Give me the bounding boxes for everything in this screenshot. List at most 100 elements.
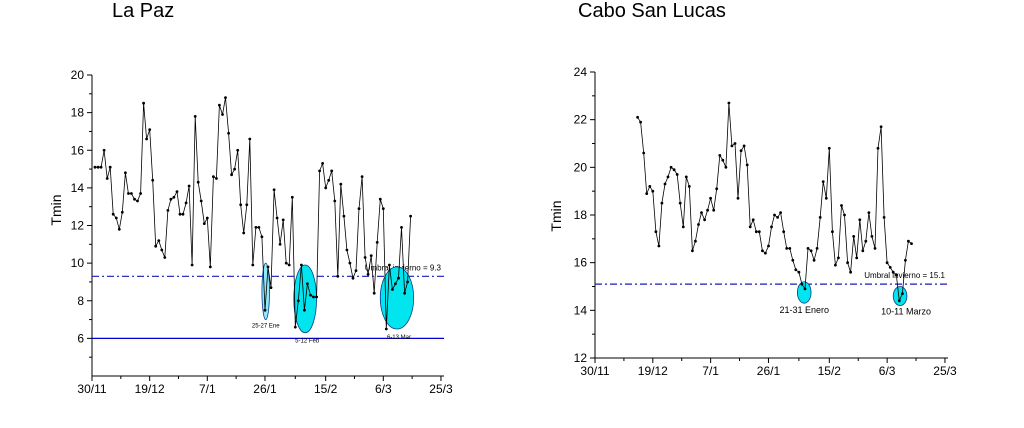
data-point	[275, 216, 279, 220]
ellipse-label: 21-31 Enero	[779, 305, 829, 315]
data-point	[815, 247, 819, 250]
data-point	[315, 295, 318, 299]
data-point	[142, 101, 146, 105]
data-point	[694, 239, 697, 243]
y-tick-label: 16	[574, 256, 588, 270]
y-tick-label: 12	[71, 219, 85, 233]
data-point	[736, 196, 740, 200]
ellipse-label: 5-12 Feb	[295, 339, 320, 345]
data-point	[148, 128, 152, 132]
highlight-ellipse	[892, 286, 908, 306]
data-point	[809, 249, 813, 253]
data-point	[187, 184, 191, 188]
data-point	[130, 192, 133, 195]
data-point	[742, 144, 746, 148]
data-point	[669, 165, 673, 169]
data-point	[184, 201, 188, 205]
data-point	[761, 249, 764, 253]
data-point	[136, 199, 139, 203]
data-point	[831, 230, 834, 234]
data-point	[202, 222, 206, 226]
x-tick-label: 25/3	[933, 364, 957, 378]
data-point	[400, 226, 403, 229]
data-point	[378, 197, 382, 201]
data-point	[767, 244, 770, 248]
data-point	[861, 249, 865, 253]
data-point	[666, 175, 670, 179]
x-tick-label: 7/1	[199, 382, 216, 396]
data-point	[818, 216, 822, 219]
data-point	[215, 177, 218, 180]
data-point	[351, 276, 355, 280]
data-point	[907, 239, 910, 243]
data-point	[212, 175, 215, 179]
x-tick-label: 15/2	[818, 364, 842, 378]
data-point	[824, 196, 828, 200]
y-tick-label: 22	[574, 113, 588, 127]
data-point	[145, 137, 149, 141]
data-point	[257, 226, 261, 229]
data-point	[151, 178, 155, 182]
data-point	[782, 230, 786, 234]
data-point	[855, 256, 859, 260]
data-point	[357, 207, 361, 211]
data-point	[105, 177, 109, 180]
data-point	[840, 204, 843, 207]
data-point	[681, 225, 685, 229]
data-point	[882, 216, 886, 219]
y-tick-label: 16	[71, 143, 85, 157]
chart-title: Cabo San Lucas	[578, 0, 726, 22]
data-point	[372, 291, 376, 295]
data-point	[263, 308, 267, 312]
data-point	[266, 265, 270, 269]
data-point	[318, 169, 321, 173]
chart-la-paz: La Paz Tmin 20 18 16 14 12 10 8 6 30/11 19/12 7/1 2…	[48, 0, 453, 396]
data-point	[99, 165, 103, 169]
data-point	[648, 185, 652, 188]
data-point	[837, 256, 840, 260]
x-tick-label: 7/1	[702, 364, 719, 378]
data-point	[309, 293, 312, 297]
data-point	[384, 327, 388, 331]
data-point	[645, 192, 649, 196]
data-point	[715, 187, 719, 191]
data-point	[849, 270, 852, 274]
data-point	[910, 242, 913, 246]
data-point	[339, 182, 343, 186]
data-point	[785, 247, 789, 250]
data-point	[897, 299, 901, 303]
data-point	[296, 299, 300, 303]
data-point	[639, 120, 642, 124]
data-point	[293, 325, 297, 329]
data-point	[700, 211, 703, 215]
data-point	[827, 146, 831, 150]
data-point	[102, 148, 106, 152]
data-point	[108, 165, 112, 169]
data-point	[754, 230, 758, 234]
x-tick-label: 26/1	[253, 382, 277, 396]
ellipse-label: 6-13 Mar	[387, 335, 411, 341]
data-point	[788, 247, 792, 250]
data-point	[858, 218, 862, 222]
y-tick-label: 10	[71, 256, 85, 270]
data-point	[205, 216, 209, 220]
data-point	[409, 214, 412, 218]
data-point	[120, 210, 124, 214]
data-point	[208, 265, 212, 269]
y-tick-label: 14	[71, 181, 85, 195]
data-point	[821, 180, 825, 184]
data-point	[776, 216, 779, 219]
data-point	[139, 192, 143, 195]
data-point	[864, 239, 868, 243]
data-point	[397, 276, 400, 280]
data-point	[391, 288, 394, 291]
data-point	[199, 199, 203, 203]
data-point	[800, 282, 804, 286]
data-point	[904, 258, 907, 262]
data-point	[718, 154, 722, 157]
data-point	[867, 211, 871, 215]
data-point	[287, 263, 291, 267]
data-point	[406, 280, 409, 284]
highlight-ellipse	[796, 281, 812, 304]
